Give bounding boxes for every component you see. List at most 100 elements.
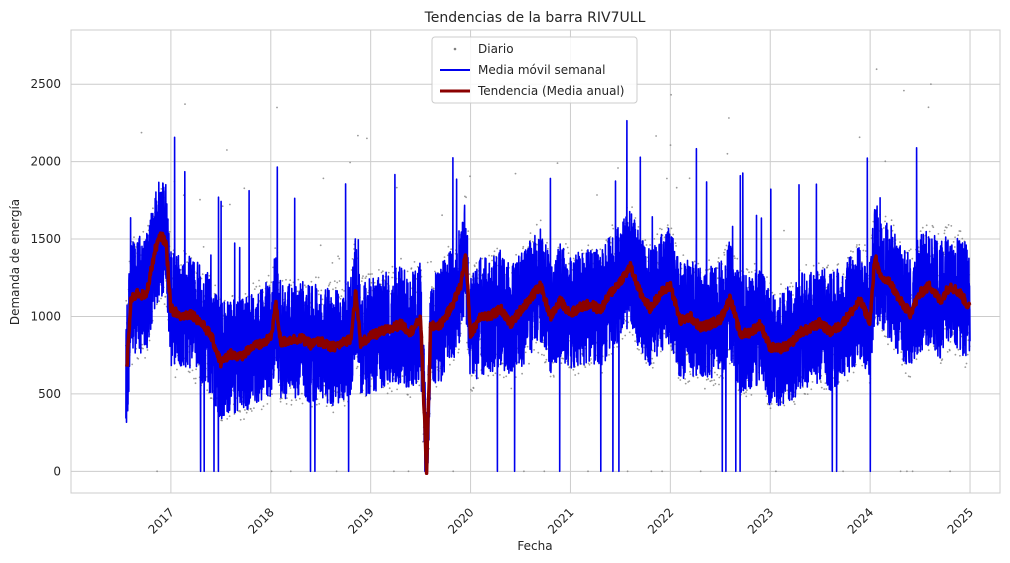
- daily-point: [944, 328, 946, 330]
- daily-point: [743, 392, 746, 395]
- daily-point: [882, 227, 885, 229]
- daily-point: [674, 242, 677, 245]
- daily-point: [842, 470, 844, 473]
- daily-point: [176, 368, 178, 371]
- daily-point: [864, 244, 866, 247]
- daily-point: [937, 233, 940, 235]
- daily-point: [370, 378, 373, 380]
- daily-point: [324, 394, 327, 397]
- daily-point: [946, 351, 949, 353]
- y-tick-label: 2500: [30, 77, 61, 91]
- daily-point: [475, 262, 478, 264]
- daily-point: [535, 223, 538, 226]
- daily-point: [343, 404, 346, 407]
- daily-point: [675, 186, 678, 189]
- daily-point: [226, 149, 228, 151]
- daily-point: [357, 134, 359, 137]
- daily-point: [152, 207, 154, 210]
- daily-point: [253, 407, 255, 409]
- daily-point: [133, 236, 135, 239]
- daily-point: [290, 403, 293, 406]
- daily-point: [864, 250, 867, 252]
- daily-point: [823, 388, 826, 390]
- daily-point: [465, 196, 467, 199]
- daily-point: [491, 259, 493, 262]
- daily-point: [148, 339, 151, 342]
- daily-point: [360, 280, 363, 282]
- daily-point: [904, 372, 907, 374]
- daily-point: [470, 374, 473, 377]
- daily-point: [660, 350, 662, 353]
- daily-point: [765, 395, 768, 397]
- daily-point: [950, 225, 953, 227]
- daily-point: [544, 361, 547, 363]
- daily-point: [612, 227, 615, 230]
- daily-point: [827, 264, 829, 267]
- daily-point: [281, 279, 284, 282]
- daily-point: [745, 395, 748, 398]
- daily-point: [666, 177, 668, 180]
- daily-point: [469, 175, 471, 178]
- daily-point: [684, 378, 686, 380]
- daily-point: [954, 236, 956, 239]
- daily-point: [333, 280, 336, 282]
- daily-point: [679, 379, 682, 381]
- daily-point: [716, 373, 719, 376]
- daily-point: [356, 365, 359, 368]
- daily-point: [202, 246, 205, 248]
- daily-point: [793, 400, 795, 403]
- daily-point: [318, 293, 320, 296]
- daily-point: [366, 137, 368, 140]
- daily-point: [736, 257, 739, 260]
- daily-point: [707, 378, 710, 380]
- daily-point: [810, 388, 813, 391]
- daily-point: [458, 348, 460, 351]
- daily-point: [650, 470, 653, 473]
- daily-point: [587, 244, 590, 247]
- daily-point: [693, 260, 696, 263]
- daily-point: [488, 254, 490, 257]
- daily-point: [852, 250, 854, 253]
- daily-point: [587, 470, 589, 473]
- daily-point: [855, 246, 858, 248]
- daily-point: [144, 357, 147, 359]
- daily-point: [271, 393, 273, 396]
- daily-point: [315, 276, 317, 279]
- daily-point: [289, 387, 292, 389]
- daily-point: [547, 247, 549, 250]
- daily-point: [965, 362, 968, 365]
- daily-point: [961, 237, 964, 240]
- daily-point: [689, 370, 691, 373]
- daily-point: [666, 224, 669, 227]
- daily-point: [767, 403, 769, 406]
- daily-point: [549, 375, 552, 378]
- daily-point: [651, 357, 654, 360]
- daily-point: [832, 269, 834, 272]
- daily-point: [432, 287, 435, 290]
- daily-point: [315, 403, 318, 406]
- daily-point: [407, 393, 409, 396]
- daily-point: [266, 403, 269, 405]
- daily-point: [941, 358, 944, 360]
- daily-point: [443, 256, 446, 258]
- daily-point: [289, 279, 292, 282]
- daily-point: [624, 334, 627, 337]
- daily-point: [341, 288, 344, 291]
- daily-point: [285, 278, 287, 281]
- daily-point: [435, 385, 438, 388]
- daily-point: [303, 284, 306, 287]
- daily-point: [137, 357, 140, 360]
- daily-point: [631, 206, 633, 209]
- x-axis-title: Fecha: [517, 539, 552, 553]
- daily-point: [434, 270, 436, 273]
- daily-point: [401, 375, 404, 377]
- y-tick-label: 1000: [30, 309, 61, 323]
- daily-point: [338, 257, 341, 260]
- daily-point: [339, 297, 342, 300]
- daily-point: [780, 283, 782, 286]
- daily-point: [903, 89, 905, 92]
- daily-point: [270, 470, 273, 473]
- daily-point: [140, 131, 143, 134]
- daily-point: [825, 388, 828, 390]
- daily-point: [537, 351, 540, 354]
